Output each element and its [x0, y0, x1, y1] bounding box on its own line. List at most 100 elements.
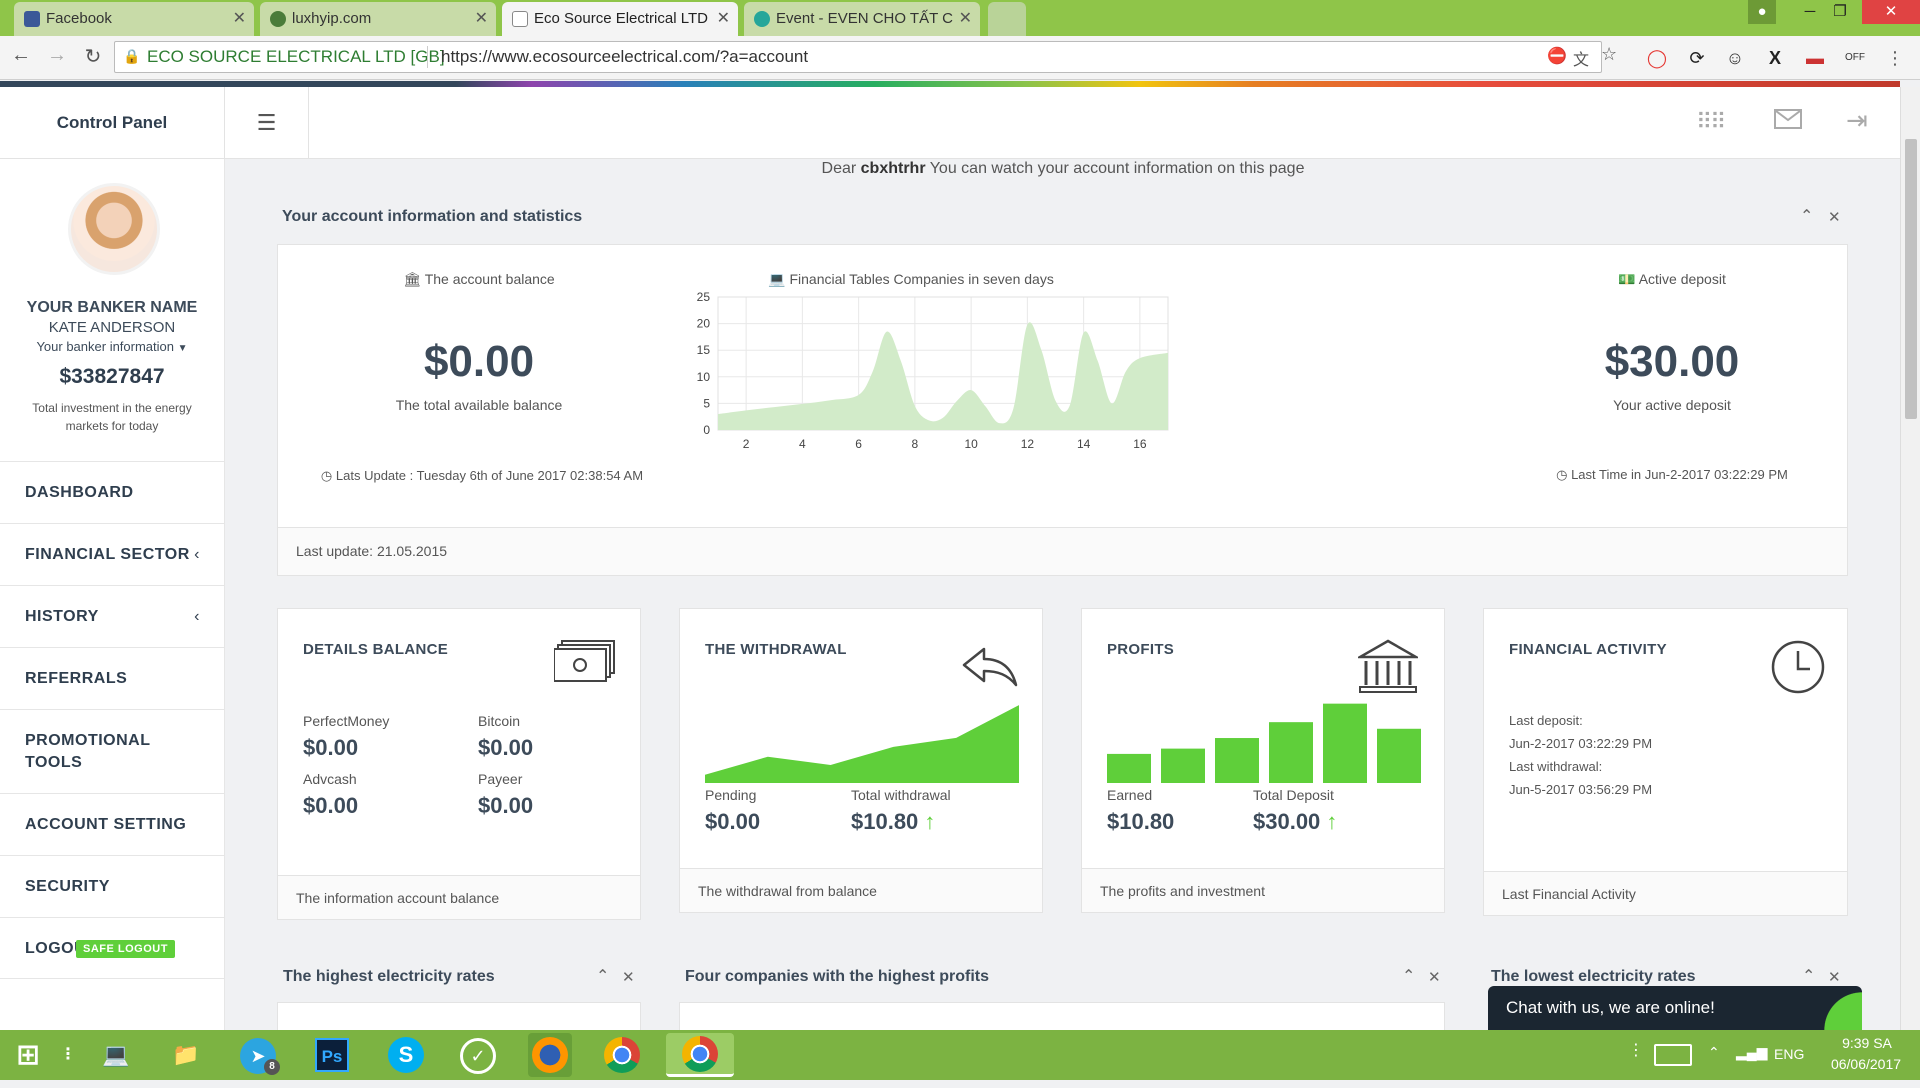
balance-sub: The total available balance [395, 397, 563, 413]
collapse-icon[interactable]: ⌃ [596, 968, 610, 985]
x-tick-label: 2 [743, 437, 750, 451]
forward-icon[interactable]: → [47, 44, 67, 66]
scrollbar-thumb[interactable] [1905, 139, 1917, 419]
network-icon[interactable]: ▂▄▆ [1736, 1044, 1768, 1060]
telegram-badge: 8 [264, 1059, 280, 1075]
sidebar-item-financial-sector[interactable]: FINANCIAL SECTOR ‹ [0, 523, 224, 585]
collapse-icon[interactable]: ⌃ [1802, 968, 1816, 985]
card-title: DETAILS BALANCE [303, 641, 449, 658]
close-icon[interactable]: ✕ [1428, 969, 1441, 986]
app-icon[interactable]: ✓ [456, 1033, 500, 1077]
banker-info-dropdown[interactable]: Your banker information ▼ [0, 339, 224, 354]
sidebar-item-promotional-tools[interactable]: PROMOTIONAL TOOLS [0, 709, 224, 793]
chart-title-text: Financial Tables Companies in seven days [789, 271, 1054, 287]
collapse-icon[interactable]: ⌃ [1800, 208, 1814, 225]
chart-title: 💻 Financial Tables Companies in seven da… [678, 271, 1144, 288]
chrome-icon[interactable] [600, 1033, 644, 1077]
language-indicator[interactable]: ENG [1774, 1046, 1805, 1062]
file-explorer-icon[interactable]: 📁 [172, 1042, 200, 1067]
close-icon[interactable]: ✕ [474, 10, 488, 27]
close-icon[interactable]: ✕ [232, 10, 246, 27]
photoshop-icon[interactable]: Ps [310, 1033, 354, 1077]
profit-bar [1215, 738, 1259, 783]
logout-icon[interactable]: ⇥ [1846, 105, 1868, 135]
live-chat-widget[interactable]: Chat with us, we are online! [1488, 986, 1862, 1030]
menu-label: DASHBOARD [25, 484, 134, 501]
balance-label: 🏛 The account balance [278, 271, 680, 288]
x-extension-icon[interactable]: X [1768, 48, 1781, 68]
translate-icon[interactable]: 文 [1573, 52, 1590, 69]
sidebar-item-account-setting[interactable]: ACCOUNT SETTING [0, 793, 224, 855]
clock-date[interactable]: 06/06/2017 [1830, 1056, 1902, 1072]
new-tab-button[interactable] [988, 2, 1026, 36]
profile-icon[interactable]: ● [1748, 0, 1776, 24]
sidebar-item-dashboard[interactable]: DASHBOARD [0, 461, 224, 523]
menu-dots-icon[interactable]: ⋮ [1886, 48, 1904, 68]
deposit-update: ◷ Last Time in Jun-2-2017 03:22:29 PM [1502, 467, 1842, 483]
x-tick-label: 8 [912, 437, 919, 451]
apps-grid-icon[interactable]: ⠿⠿ [1696, 109, 1726, 134]
close-icon[interactable]: ✕ [1828, 969, 1841, 986]
sidebar-item-logout[interactable]: LOGOUT SAFE LOGOUT [0, 917, 224, 979]
cash-icon [554, 640, 615, 682]
star-icon[interactable]: ☆ [1601, 44, 1618, 64]
firefox-icon[interactable] [528, 1033, 572, 1077]
clock-time[interactable]: 9:39 SA [1842, 1035, 1892, 1051]
opera-icon[interactable]: ◯ [1646, 48, 1668, 68]
card-title: PROFITS [1107, 641, 1175, 658]
menu-label: HISTORY [25, 608, 99, 625]
keyboard-icon[interactable] [1654, 1044, 1692, 1066]
address-toolbar: ← → ↻ 🔒 ECO SOURCE ELECTRICAL LTD [GB] h… [0, 36, 1920, 80]
close-window-button[interactable]: ✕ [1862, 0, 1920, 24]
close-icon[interactable]: ✕ [622, 969, 635, 986]
off-extension-icon[interactable]: OFF [1845, 52, 1865, 63]
sidebar-item-history[interactable]: HISTORY ‹ [0, 585, 224, 647]
tab-title: Facebook [46, 10, 112, 27]
close-icon[interactable]: ✕ [716, 10, 730, 27]
tab-luxhyip[interactable]: luxhyip.com ✕ [260, 2, 496, 36]
windows-start-icon[interactable]: ⊞ [16, 1039, 40, 1070]
maximize-button[interactable]: ❐ [1833, 3, 1847, 20]
area-series [718, 322, 1168, 430]
blocked-icon[interactable]: ⛔ [1547, 48, 1567, 65]
computer-icon[interactable]: 💻 [102, 1042, 130, 1067]
sidebar-item-referrals[interactable]: REFERRALS [0, 647, 224, 709]
chat-corner-icon [1818, 986, 1862, 1030]
tab-title: Eco Source Electrical LTD [534, 10, 708, 27]
chevron-up-icon[interactable]: ⌃ [1708, 1044, 1720, 1060]
x-tick-label: 10 [964, 437, 978, 451]
extension-icon[interactable]: ☺ [1725, 48, 1745, 68]
hamburger-icon[interactable]: ☰ [225, 87, 309, 159]
collapse-icon[interactable]: ⌃ [1402, 968, 1416, 985]
lock-icon: 🔒 [123, 48, 141, 64]
close-icon[interactable]: ✕ [958, 10, 972, 27]
omnibox[interactable]: 🔒 ECO SOURCE ELECTRICAL LTD [GB] https:/… [114, 41, 1617, 73]
arrow-up-icon: ↑ [924, 809, 936, 834]
tab-eco-source[interactable]: Eco Source Electrical LTD ✕ [502, 2, 738, 36]
telegram-icon[interactable]: ➤ 8 [236, 1033, 280, 1077]
page-scrollbar[interactable] [1900, 87, 1920, 1030]
earned-value: $10.80 [1107, 809, 1175, 834]
tab-event[interactable]: Event - EVEN CHO TẤT C ✕ [744, 2, 980, 36]
sidebar-item-security[interactable]: SECURITY [0, 855, 224, 917]
skype-icon[interactable]: S [384, 1033, 428, 1077]
total-investment-desc: Total investment in the energy markets f… [32, 401, 192, 433]
flag-icon[interactable]: ▬ [1806, 48, 1824, 68]
total-deposit-label: Total Deposit [1253, 787, 1334, 803]
sync-icon[interactable]: ⟳ [1689, 48, 1705, 68]
close-icon[interactable]: ✕ [1828, 209, 1841, 226]
advcash-label: Advcash [303, 771, 357, 787]
url-text[interactable]: https://www.ecosourceelectrical.com/?a=a… [441, 47, 809, 66]
tab-facebook[interactable]: Facebook ✕ [14, 2, 254, 36]
total-withdrawal-amount: $10.80 [851, 809, 919, 834]
reload-icon[interactable]: ↻ [84, 46, 102, 68]
profit-bar [1269, 722, 1313, 783]
chrome-active-icon[interactable] [666, 1033, 734, 1077]
page-icon [512, 11, 528, 27]
back-icon[interactable]: ← [11, 44, 31, 66]
mail-icon[interactable] [1774, 109, 1802, 129]
minimize-button[interactable]: ─ [1804, 3, 1816, 20]
card-footer: The profits and investment [1082, 868, 1444, 912]
balance-update-text: Lats Update : Tuesday 6th of June 2017 0… [335, 468, 644, 483]
tab-title: Event - EVEN CHO TẤT C [776, 10, 953, 27]
